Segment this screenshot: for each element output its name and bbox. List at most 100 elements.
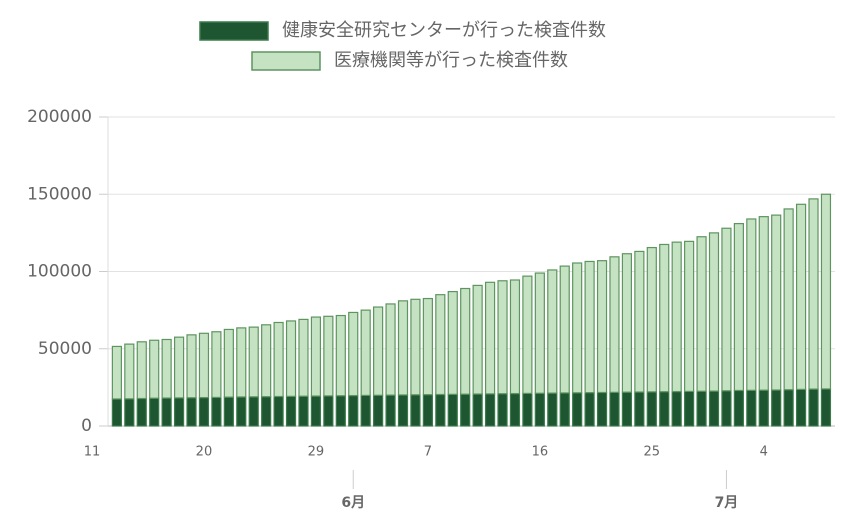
legend-swatch	[251, 51, 321, 71]
bar-segment	[223, 328, 234, 398]
bar-segment	[149, 397, 160, 427]
bar-segment	[323, 315, 334, 397]
bar-segment	[621, 253, 633, 393]
bar-segment	[771, 389, 782, 427]
bar-segment	[733, 223, 744, 392]
bar-segment	[236, 396, 247, 427]
bar-segment	[360, 394, 371, 427]
bar-segment	[547, 392, 558, 427]
bar-segment	[771, 214, 782, 391]
bar-segment	[460, 393, 471, 427]
bar-segment	[609, 391, 620, 427]
bar-segment	[746, 218, 757, 391]
bar-segment	[273, 321, 284, 398]
y-tick-label: 150000	[27, 184, 92, 204]
bar-segment	[298, 395, 309, 427]
legend-swatch	[199, 21, 269, 41]
bar-segment	[534, 392, 545, 427]
bar-segment	[696, 236, 707, 392]
bar-segment	[124, 398, 135, 427]
bar-segment	[659, 243, 670, 393]
bar-segment	[472, 393, 483, 427]
bar-segment	[646, 246, 657, 393]
bar-segment	[708, 390, 720, 427]
bar-segment	[758, 389, 769, 427]
x-tick-label: 25	[644, 445, 661, 460]
legend-label: 医療機関等が行った検査件数	[334, 50, 568, 71]
bar-segment	[559, 265, 570, 394]
y-tick-label: 100000	[27, 262, 92, 282]
bar-segment	[397, 394, 409, 427]
bar-segment	[124, 343, 135, 400]
bar-segment	[236, 327, 247, 398]
bar-segment	[186, 334, 197, 399]
bar-segment	[410, 394, 421, 427]
x-tick-label: 20	[196, 445, 213, 460]
bar-segment	[285, 395, 297, 427]
y-tick-label: 50000	[38, 339, 92, 359]
bar-segment	[659, 391, 670, 427]
month-label: 7月	[715, 495, 739, 511]
bar-segment	[348, 394, 359, 427]
bar-segment	[385, 303, 396, 396]
bar-segment	[708, 232, 720, 392]
bar-segment	[397, 300, 409, 396]
bar-segment	[746, 389, 757, 427]
bar-segment	[198, 396, 210, 427]
bar-segment	[634, 391, 645, 427]
bar-segment	[522, 275, 533, 395]
bar-segment	[335, 314, 346, 397]
y-tick-label: 200000	[27, 107, 92, 127]
month-label: 6月	[341, 495, 365, 511]
x-tick-label: 29	[308, 445, 325, 460]
bar-segment	[211, 331, 222, 399]
bar-segment	[173, 336, 185, 399]
bar-segment	[522, 392, 533, 427]
bar-segment	[186, 397, 197, 427]
bar-segment	[820, 388, 832, 427]
bar-segment	[795, 203, 807, 390]
bar-segment	[298, 318, 309, 397]
bar-segment	[435, 393, 446, 427]
bar-segment	[422, 297, 433, 396]
bar-segment	[422, 394, 433, 427]
bar-segment	[572, 262, 583, 394]
bar-segment	[447, 393, 458, 427]
bar-segment	[696, 390, 707, 427]
bar-segment	[111, 398, 122, 427]
bar-segment	[435, 294, 446, 396]
bar-segment	[410, 298, 421, 396]
bar-segment	[509, 392, 521, 427]
bar-segment	[534, 272, 545, 394]
bar-segment	[634, 250, 645, 393]
legend-label: 健康安全研究センターが行った検査件数	[282, 20, 606, 41]
bar-segment	[161, 338, 172, 399]
bar-segment	[447, 290, 458, 395]
bar-segment	[161, 397, 172, 427]
bar-segment	[472, 284, 483, 395]
bar-segment	[572, 392, 583, 427]
bar-segment	[671, 241, 682, 393]
bar-segment	[783, 208, 794, 391]
bar-segment	[198, 332, 210, 399]
bar-segment	[584, 392, 595, 427]
bar-segment	[273, 395, 284, 427]
bar-segment	[385, 394, 396, 427]
x-tick-label: 4	[760, 445, 768, 460]
bar-segment	[335, 395, 346, 427]
bar-segment	[547, 269, 558, 394]
bar-segment	[684, 240, 695, 392]
bar-segment	[795, 388, 807, 427]
bar-segment	[149, 339, 160, 399]
bar-segment	[460, 287, 471, 395]
bar-segment	[783, 389, 794, 427]
bar-segment	[684, 390, 695, 427]
bar-segment	[559, 392, 570, 427]
bar-segment	[596, 260, 608, 394]
bar-segment	[248, 326, 259, 398]
bar-segment	[808, 388, 819, 427]
bar-segment	[136, 341, 147, 400]
bar-segment	[758, 216, 769, 391]
bar-segment	[621, 391, 633, 427]
